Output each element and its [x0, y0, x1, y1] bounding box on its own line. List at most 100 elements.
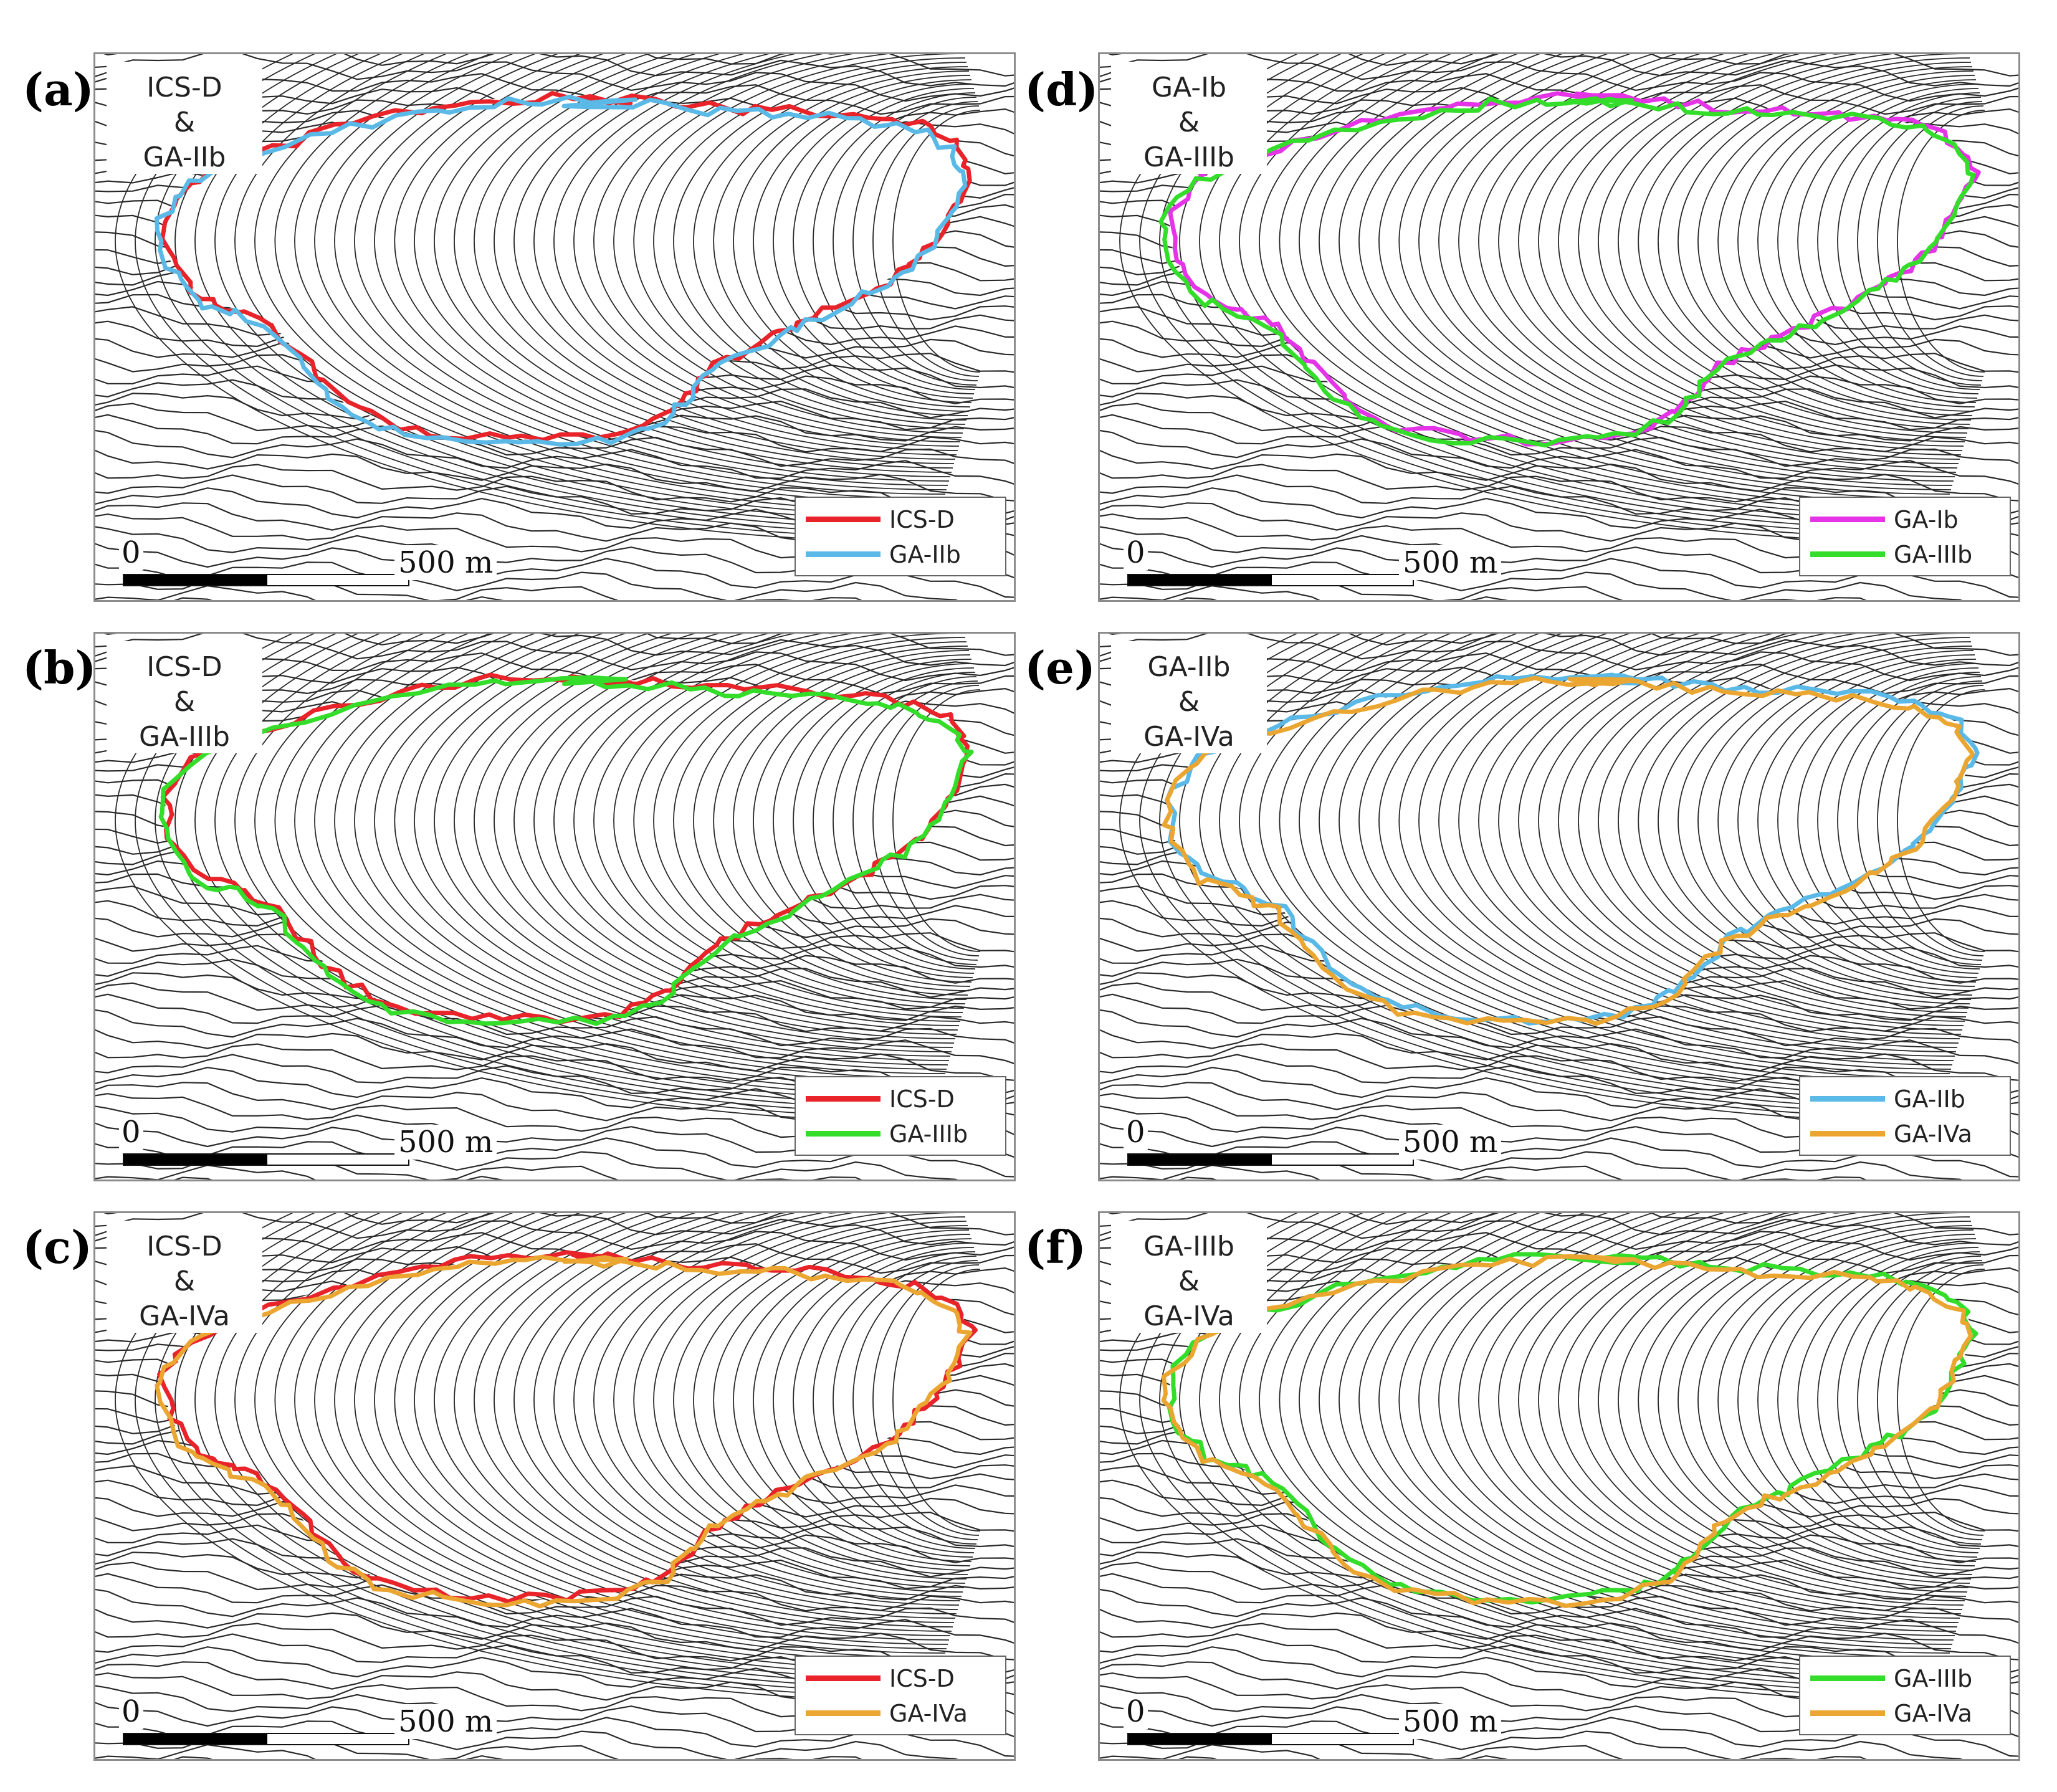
- slope-arc: [733, 1234, 971, 1566]
- terrain-contour-line: [95, 54, 1014, 102]
- legend-entry-2: GA-IIIb: [796, 1116, 1005, 1152]
- slope-arc: [1358, 54, 1952, 490]
- terrain-contour-line: [1178, 1756, 1217, 1759]
- landslide-body: [1119, 1213, 1985, 1702]
- landslide-body: [115, 1213, 981, 1702]
- slope-arc: [394, 634, 950, 1061]
- scalebar-zero-label: 0: [119, 1115, 143, 1150]
- slope-arc: [1478, 634, 1959, 1044]
- legend-swatch-1: [1810, 517, 1885, 522]
- title-line-1: GA-Ib: [1151, 72, 1226, 103]
- slope-arc: [1319, 634, 1949, 1079]
- slope-arc: [1618, 1213, 1968, 1593]
- legend-swatch-2: [806, 1131, 881, 1137]
- panel-letter-f: (f): [1024, 1221, 1087, 1274]
- boundary-outline-2: [155, 1254, 973, 1609]
- legend-swatch-1: [1810, 1096, 1885, 1102]
- legend-label-2: GA-IIb: [889, 541, 961, 568]
- terrain-contour-line: [1178, 597, 1217, 600]
- slope-arc: [1817, 672, 1980, 970]
- terrain-contour-line: [174, 1176, 212, 1180]
- slope-arc: [214, 1213, 938, 1680]
- terrain-contour-line: [1100, 1588, 2018, 1644]
- slope-arc: [314, 1213, 945, 1658]
- slope-arc: [1638, 54, 1969, 429]
- legend: GA-IIb GA-IVa: [1799, 1076, 2011, 1156]
- scalebar-solid-segment: [1129, 575, 1272, 585]
- legend-label-2: GA-IVa: [889, 1700, 968, 1727]
- slope-arc: [174, 54, 936, 530]
- slope-arc: [633, 634, 965, 1009]
- slope-arc: [633, 54, 965, 429]
- slope-arc: [1378, 54, 1953, 486]
- slope-arc: [194, 634, 937, 1105]
- slope-arc: [892, 689, 981, 952]
- slope-arc: [1378, 634, 1953, 1065]
- legend-label-2: GA-IIIb: [1894, 541, 1973, 568]
- slope-arc: [1518, 634, 1962, 1035]
- slope-arc: [1678, 641, 1972, 1000]
- terrain-contour-line: [95, 1588, 1014, 1644]
- slope-arc: [1119, 54, 1937, 543]
- slope-arc: [1558, 54, 1964, 447]
- slope-arc: [1398, 634, 1954, 1061]
- legend-label-2: GA-IIIb: [889, 1120, 968, 1148]
- slope-arc: [1737, 654, 1975, 987]
- slope-arc: [394, 1213, 950, 1641]
- landslide-fill: [1168, 677, 1975, 1021]
- landslide-fill: [164, 1256, 971, 1600]
- terrain-contour-line: [95, 993, 1014, 1047]
- slope-arc: [1558, 634, 1964, 1026]
- slope-arc: [513, 634, 957, 1035]
- landslide-body: [1119, 54, 1985, 543]
- terrain-contour-line: [1100, 54, 2018, 102]
- title-line-3: GA-IVa: [139, 1300, 230, 1332]
- slope-arc: [553, 1213, 960, 1606]
- landslide-body: [1119, 634, 1985, 1122]
- title-line-2: &: [173, 686, 196, 718]
- slope-arc: [872, 685, 980, 956]
- scalebar-distance-label: 500 m: [1399, 545, 1502, 580]
- slope-arc: [155, 1213, 935, 1693]
- legend-swatch-1: [806, 1096, 881, 1102]
- slope-arc: [1538, 634, 1963, 1031]
- scalebar-solid-segment: [1129, 1734, 1272, 1744]
- terrain-contour-line: [95, 1720, 958, 1759]
- legend-label-1: GA-IIIb: [1894, 1665, 1973, 1692]
- slope-arc: [135, 54, 933, 538]
- slope-arc: [474, 54, 955, 464]
- scalebar-distance-label: 500 m: [394, 545, 497, 580]
- slope-arc: [1618, 634, 1968, 1013]
- map-panel-d: GA-Ib & GA-IIIb 0 500 m GA-Ib GA-IIIb: [1098, 52, 2020, 602]
- legend-label-2: GA-IVa: [1894, 1700, 1972, 1727]
- slope-arc: [1757, 1238, 1977, 1562]
- slope-arc: [1139, 634, 1938, 1118]
- slope-arc: [1358, 634, 1952, 1070]
- legend-swatch-2: [1810, 1710, 1885, 1716]
- slope-arc: [813, 672, 976, 970]
- slope-arc: [1478, 54, 1959, 464]
- title-line-3: GA-IIIb: [1143, 141, 1234, 173]
- legend-label-2: GA-IVa: [1894, 1120, 1972, 1148]
- slope-arc: [1438, 634, 1957, 1052]
- slope-arc: [1578, 1213, 1965, 1601]
- slope-arc: [852, 680, 978, 961]
- legend-swatch-1: [1810, 1675, 1885, 1681]
- legend-entry-2: GA-IIIb: [1800, 536, 2010, 573]
- landslide-fill: [164, 677, 971, 1021]
- slope-arc: [1737, 1234, 1975, 1566]
- slope-arc: [1857, 101, 1983, 381]
- slope-arc: [434, 1213, 952, 1632]
- legend: ICS-D GA-IIb: [795, 497, 1006, 576]
- slope-arc: [573, 634, 961, 1022]
- slope-arc: [1498, 1213, 1960, 1619]
- slope-arc: [1139, 54, 1938, 538]
- title-line-1: ICS-D: [146, 651, 222, 683]
- slope-arc: [673, 62, 967, 421]
- slope-arc: [1857, 1260, 1983, 1540]
- slope-arc: [593, 54, 962, 438]
- slope-arc: [314, 54, 945, 499]
- slope-arc: [733, 654, 971, 987]
- slope-arc: [1398, 54, 1954, 482]
- terrain-contour-line: [95, 1213, 1014, 1261]
